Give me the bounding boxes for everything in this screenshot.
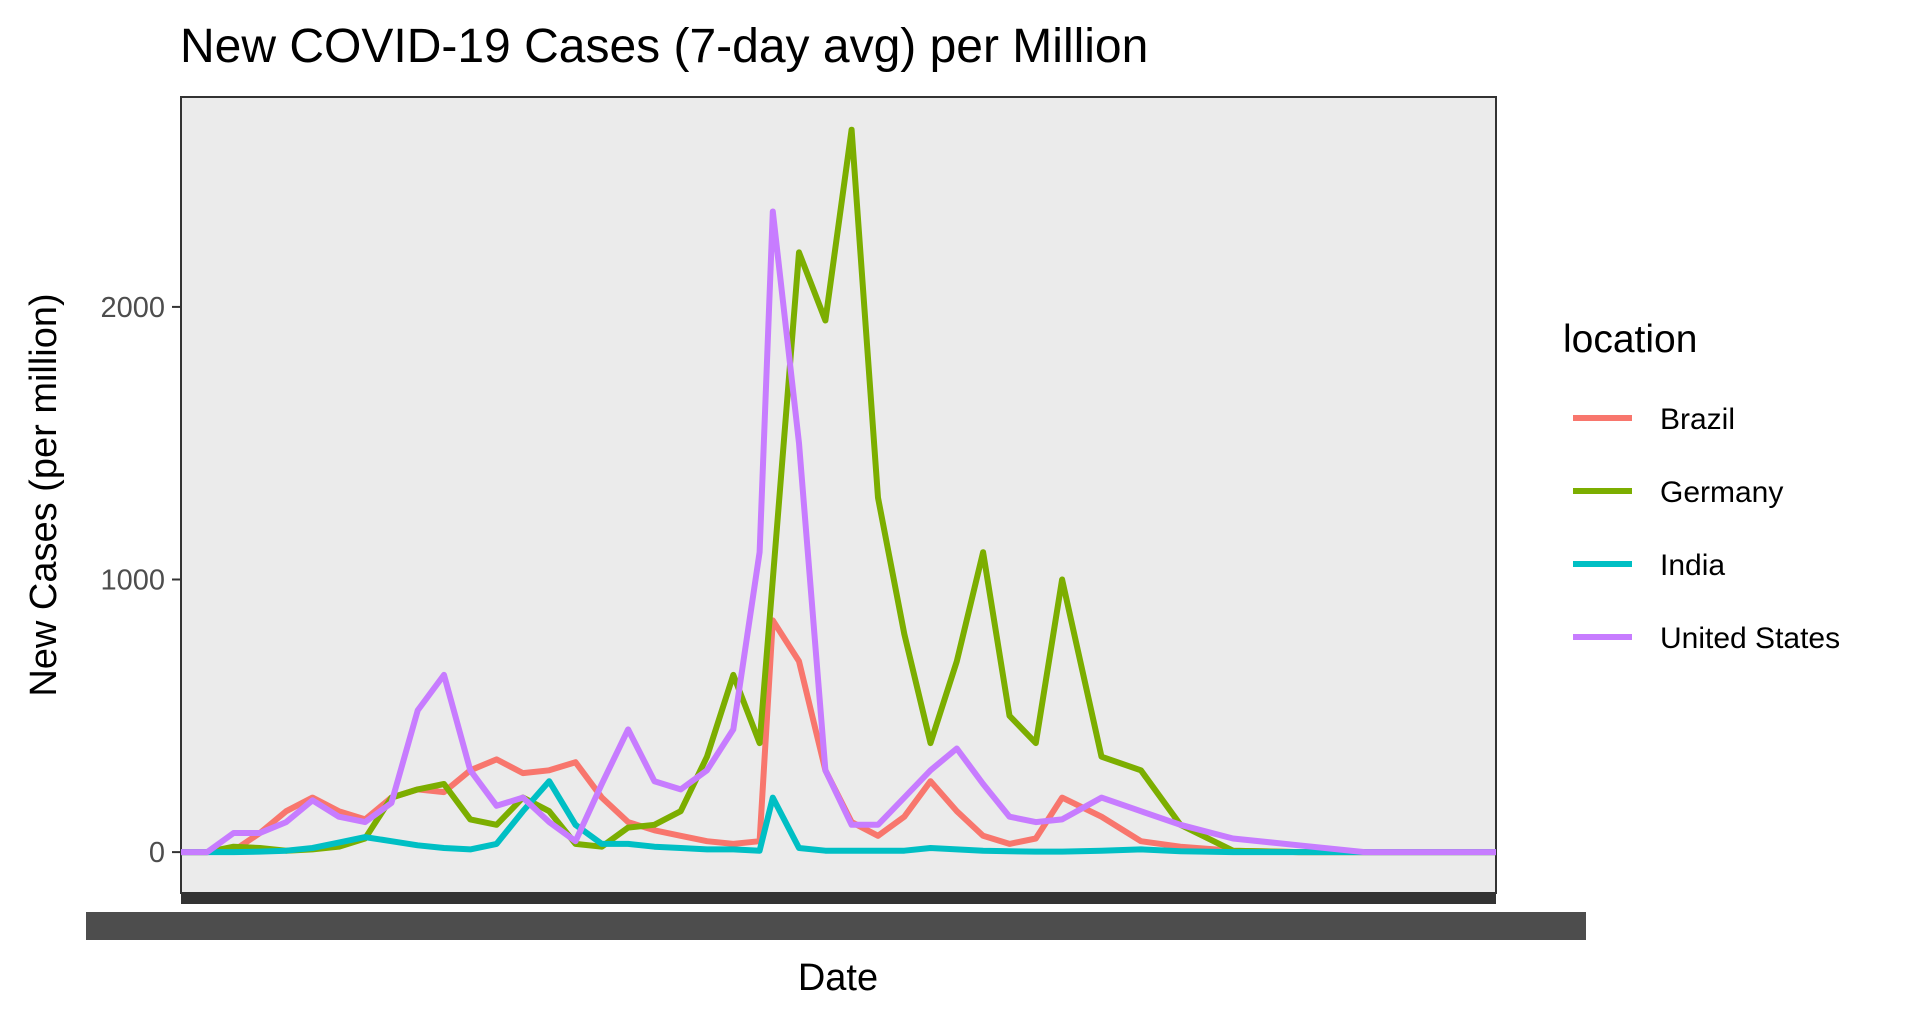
- series-line-india: [181, 778, 1496, 856]
- x-axis-title: Date: [798, 957, 878, 999]
- series-layer: [181, 126, 1496, 856]
- series-line-united-states: [181, 208, 1496, 856]
- x-axis-tick-labels-overplotted: [86, 912, 1586, 940]
- y-tick-label: 2000: [100, 292, 165, 324]
- legend: location Brazil Germany India United States: [1563, 318, 1840, 655]
- legend-label: Brazil: [1660, 403, 1735, 436]
- y-axis-title: New Cases (per million): [23, 293, 65, 696]
- y-tick-label: 0: [149, 837, 165, 869]
- legend-label: Germany: [1660, 476, 1783, 509]
- legend-label: India: [1660, 549, 1725, 582]
- x-axis-tick-marks: [181, 893, 1496, 904]
- chart-title: New COVID-19 Cases (7-day avg) per Milli…: [180, 20, 1148, 73]
- legend-label: United States: [1660, 622, 1840, 655]
- legend-title: location: [1563, 318, 1697, 361]
- y-tick-label: 1000: [100, 565, 165, 597]
- y-axis: 0 1000 2000: [100, 292, 181, 869]
